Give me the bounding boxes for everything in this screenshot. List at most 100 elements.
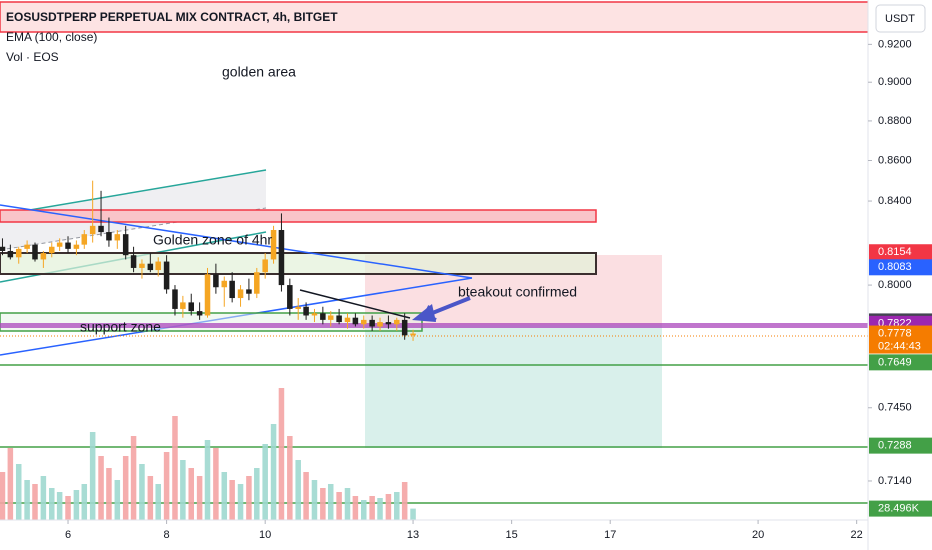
x-tick-label: 17	[604, 529, 616, 541]
candle-body	[336, 315, 342, 323]
volume-bar	[98, 456, 104, 520]
candle-body	[295, 306, 301, 309]
candle-body	[287, 285, 293, 309]
candle-body	[15, 248, 22, 258]
candle-body	[0, 246, 6, 251]
volume-bar	[106, 468, 112, 520]
volume-label: 28.496K	[878, 503, 920, 515]
candle-body	[89, 225, 96, 235]
volume-bar	[262, 444, 268, 520]
volume-bar	[394, 492, 400, 520]
candle-body	[278, 229, 285, 286]
volume-bar	[369, 496, 375, 520]
candle-body	[254, 272, 260, 294]
candle-body	[246, 289, 252, 294]
price-label-bg	[869, 325, 932, 354]
x-tick-label: 22	[851, 529, 863, 541]
volume-bar	[270, 424, 277, 520]
volume-bar	[352, 496, 359, 520]
candle-body	[122, 234, 129, 256]
y-tick-label: 0.8600	[878, 154, 912, 166]
target-zone	[365, 325, 662, 448]
volume-bar	[40, 476, 47, 520]
candle-body	[311, 313, 318, 316]
volume-bar	[147, 476, 154, 520]
candle-body	[385, 322, 392, 325]
candle-body	[7, 250, 14, 258]
volume-bar	[303, 472, 309, 520]
x-tick-label: 8	[164, 529, 170, 541]
candle-body	[81, 234, 88, 245]
price-label: 0.8083	[878, 261, 912, 273]
candle-body	[56, 242, 63, 247]
x-tick-label: 13	[407, 529, 419, 541]
volume-bar	[401, 482, 408, 520]
candle-body	[188, 302, 195, 312]
marks	[0, 180, 416, 520]
candle-body	[155, 261, 161, 271]
y-tick-label: 0.9200	[878, 38, 912, 50]
volume-bar	[155, 484, 161, 520]
candle-body	[303, 306, 309, 316]
axis-labels: 0.9200 0.9000 0.8800 0.8600 0.8400 0.8000 0.74…	[65, 38, 932, 541]
candle-body	[139, 263, 145, 268]
volume-bar	[15, 464, 22, 520]
volume-label-bg	[869, 500, 932, 517]
volume-bar	[130, 436, 137, 520]
volume-bar	[213, 448, 219, 520]
candle-body	[410, 333, 416, 336]
annotation: bteakout confirmed	[458, 284, 577, 300]
y-tick-label: 0.7450	[878, 402, 912, 414]
arrow-head	[412, 304, 436, 322]
price-label: 0.7649	[878, 356, 912, 368]
volume-bar	[246, 476, 252, 520]
volume-bar	[48, 488, 55, 520]
y-tick-label: 0.9000	[878, 76, 912, 88]
candle-body	[130, 255, 137, 268]
candle-body	[262, 259, 268, 273]
annotation: support zone	[80, 319, 161, 335]
y-tick-label: 0.8800	[878, 115, 912, 127]
candle-body	[401, 319, 408, 336]
currency-button[interactable]	[875, 4, 926, 33]
candle-body	[40, 253, 47, 260]
volume-bar	[344, 488, 351, 520]
volume-bar	[89, 432, 96, 520]
x-tick-label: 20	[752, 529, 764, 541]
volume-bar	[377, 498, 383, 520]
price-label: 0.7778	[878, 327, 912, 339]
volume-bar	[73, 490, 80, 520]
volume-bar	[56, 492, 63, 520]
countdown: 02:44:43	[878, 340, 921, 352]
volume-bar	[311, 480, 318, 520]
volume-bar	[327, 484, 334, 520]
candle-body	[344, 317, 351, 323]
volume-bar	[237, 484, 244, 520]
candle-body	[327, 315, 334, 320]
y-tick-label: 0.8400	[878, 195, 912, 207]
chart-title: EOSUSDTPERP PERPETUAL MIX CONTRACT, 4h, …	[6, 10, 338, 24]
candle-body	[361, 319, 367, 325]
volume-bar	[196, 476, 203, 520]
candle-body	[98, 225, 104, 233]
candle-body	[270, 229, 277, 260]
candle-body	[237, 289, 244, 299]
volume-bar	[172, 416, 178, 520]
volume-bar	[336, 492, 342, 520]
price-label: 0.8154	[878, 246, 912, 258]
volume-bar	[163, 452, 170, 520]
candle-body	[196, 311, 203, 316]
volume-bar	[254, 468, 260, 520]
currency[interactable]: USDT	[885, 13, 915, 25]
volume-bar	[65, 496, 71, 520]
x-tick-label: 15	[506, 529, 518, 541]
support-zone	[0, 312, 423, 332]
y-tick-label: 0.7140	[878, 475, 912, 487]
purple-band	[0, 323, 932, 328]
price-label-bg	[869, 437, 932, 454]
candle-body	[229, 280, 235, 299]
annotation: Golden zone of 4hr	[153, 232, 272, 248]
candle-body	[32, 244, 38, 260]
price-label: 0.7288	[878, 440, 912, 452]
